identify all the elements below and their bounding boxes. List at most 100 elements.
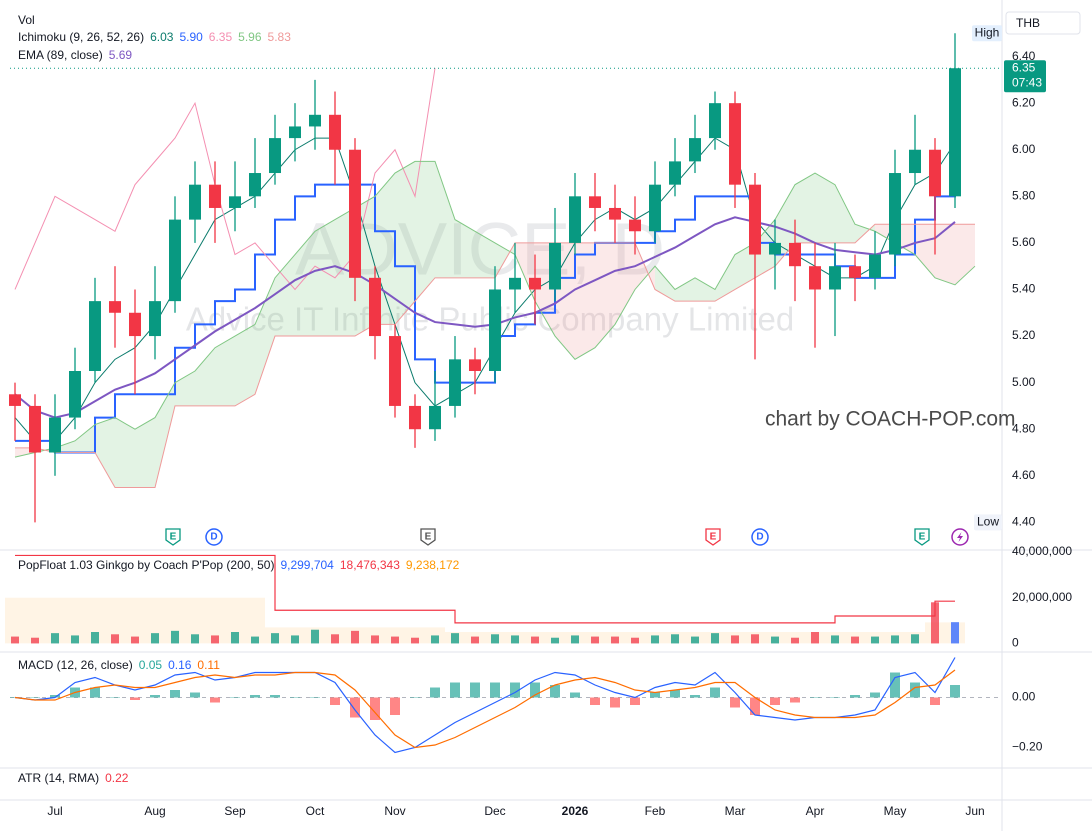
candle-body: [749, 184, 761, 255]
y-tick-label: 5.80: [1012, 188, 1036, 202]
low-badge: [974, 514, 1002, 531]
legend-value: 0.11: [197, 658, 220, 672]
lightning-event[interactable]: [951, 528, 969, 546]
event-label: D: [756, 532, 763, 543]
cloud: [435, 161, 455, 278]
legend-value: 9,299,704: [280, 558, 334, 572]
event-label: E: [170, 532, 177, 543]
volume-bar: [271, 633, 279, 644]
cloud: [195, 347, 215, 406]
cloud: [475, 231, 495, 278]
y-tick-label: 4.80: [1012, 421, 1036, 435]
x-tick-label: 2026: [562, 804, 589, 818]
volume-bar: [491, 634, 499, 644]
volume-bar: [531, 636, 539, 644]
y-tick-label: 6.00: [1012, 142, 1036, 156]
y-tick-label: 40,000,000: [1012, 544, 1072, 558]
volume-bar: [411, 637, 419, 644]
volume-bar: [771, 636, 779, 644]
candle-body: [629, 219, 641, 232]
histogram-bar: [230, 697, 240, 698]
credit: chart by COACH-POP.com: [765, 408, 1016, 431]
countdown: 07:43: [1012, 75, 1042, 89]
macd-line: [14, 657, 956, 754]
cloud: [75, 424, 95, 453]
histogram-bar: [730, 697, 740, 708]
histogram-bar: [350, 697, 360, 718]
legend-value: 6.03: [150, 30, 174, 44]
volume-label: Vol: [18, 13, 35, 27]
candle-body: [69, 370, 81, 418]
x-tick-label: Jul: [47, 804, 62, 818]
legend-name: Ichimoku (9, 26, 52, 26): [18, 30, 144, 44]
volume-bar: [611, 636, 619, 644]
event-label: E: [710, 532, 717, 543]
earnings-event: [914, 528, 930, 546]
volume-bar: [651, 635, 659, 644]
candle-body: [549, 242, 561, 290]
currency-box[interactable]: [1005, 11, 1081, 35]
cloud: [715, 254, 735, 302]
histogram-bar: [490, 682, 500, 698]
cloud: [115, 417, 135, 488]
y-tick-label: 6.20: [1012, 95, 1036, 109]
dividend-event: [205, 528, 223, 546]
cloud: [575, 242, 595, 360]
volume-bar: [631, 637, 639, 644]
candle-body: [209, 184, 221, 208]
candle-body: [249, 173, 261, 197]
candle-body: [709, 103, 721, 139]
cloud: [755, 219, 775, 278]
cloud: [815, 173, 835, 243]
candle-body: [289, 126, 301, 139]
legend-name: EMA (89, close): [18, 48, 103, 62]
volume-bar: [331, 634, 339, 644]
cloud: [455, 219, 475, 278]
candle-body: [769, 242, 781, 255]
histogram-bar: [790, 697, 800, 703]
cloud: [395, 161, 415, 325]
histogram-bar: [670, 690, 680, 698]
volume-bar: [211, 635, 219, 644]
event-label: D: [210, 532, 217, 543]
candle-body: [149, 301, 161, 337]
cloud: [415, 161, 435, 302]
candle-body: [29, 405, 41, 453]
candle-body: [809, 266, 821, 290]
volume-bar: [391, 636, 399, 644]
cloud: [935, 224, 955, 285]
volume-bar: [791, 637, 799, 644]
legend-value: 0.16: [168, 658, 192, 672]
earnings-event: [165, 528, 181, 546]
candle-body: [409, 405, 421, 430]
volume-bar: [431, 635, 439, 644]
volume-bar: [691, 636, 699, 644]
cloud: [955, 224, 975, 285]
volume-bar: [171, 630, 179, 644]
candle-body: [89, 301, 101, 371]
candle-body: [449, 359, 461, 406]
cloud: [695, 277, 715, 302]
histogram-bar: [890, 672, 900, 698]
cloud: [835, 184, 855, 243]
legend-value: 5.96: [238, 30, 262, 44]
signal-line: [14, 669, 956, 749]
x-tick-label: Apr: [806, 804, 825, 818]
volume-bar: [351, 630, 359, 644]
candle-body: [869, 254, 881, 278]
legend-value: 0.22: [105, 771, 129, 785]
legend: PopFloat 1.03 Ginkgo by Coach P'Pop (200…: [18, 558, 460, 572]
legend-name: ATR (14, RMA): [18, 771, 99, 785]
histogram-bar: [870, 692, 880, 698]
volume-bar: [951, 622, 959, 644]
dividend-event: [751, 528, 769, 546]
x-tick-label: May: [884, 804, 907, 818]
histogram-bar: [590, 697, 600, 705]
y-tick-label: 20,000,000: [1012, 590, 1072, 604]
histogram-bar: [310, 697, 320, 698]
candle-body: [889, 173, 901, 255]
cloud: [675, 277, 695, 302]
legend-value: 0.05: [139, 658, 163, 672]
volume-bar: [91, 632, 99, 644]
cloud: [795, 173, 815, 243]
